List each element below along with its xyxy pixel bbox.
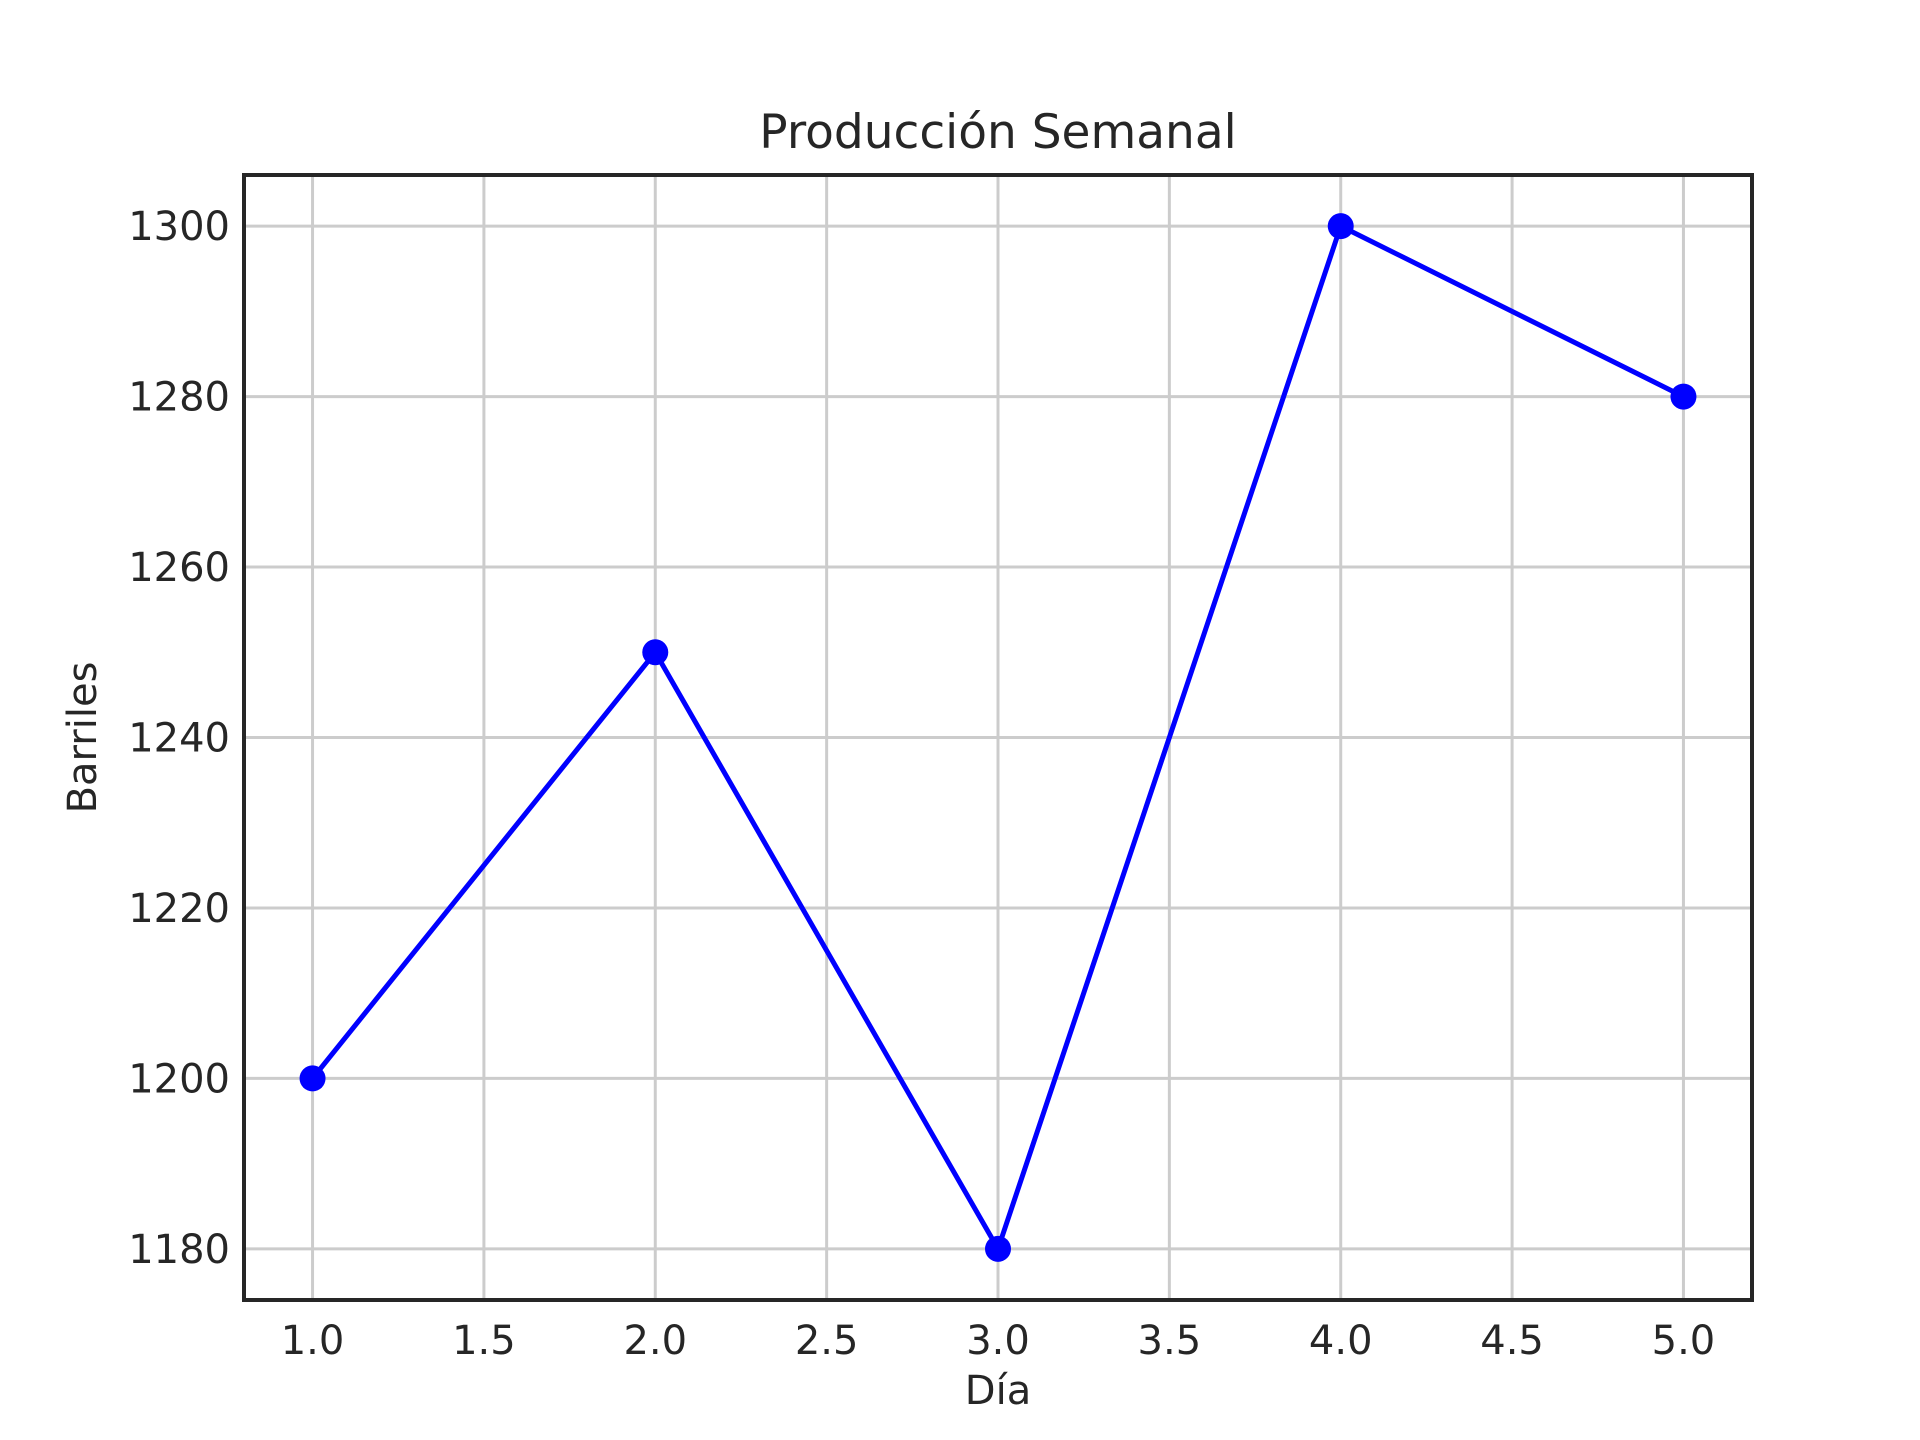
- y-tick-label: 1220: [128, 886, 230, 932]
- data-point: [1670, 383, 1697, 410]
- grid-layer: [244, 175, 1752, 1300]
- x-axis-label: Día: [965, 1368, 1031, 1414]
- x-tick-label: 1.0: [281, 1318, 345, 1364]
- series-layer: [299, 213, 1697, 1262]
- x-tick-label: 3.0: [966, 1318, 1030, 1364]
- data-point: [642, 639, 669, 666]
- x-tick-label: 3.5: [1138, 1318, 1202, 1364]
- chart-title: Producción Semanal: [759, 105, 1236, 160]
- y-tick-label: 1200: [128, 1056, 230, 1102]
- x-tick-label: 1.5: [452, 1318, 516, 1364]
- y-tick-label: 1240: [128, 716, 230, 762]
- x-tick-label: 2.5: [795, 1318, 859, 1364]
- data-point: [985, 1235, 1011, 1262]
- y-tick-label: 1180: [128, 1227, 230, 1273]
- plot-frame: [242, 173, 1754, 1302]
- data-point: [299, 1065, 326, 1092]
- y-tick-label: 1260: [128, 545, 230, 591]
- x-tick-label: 5.0: [1652, 1318, 1716, 1364]
- y-tick-label: 1280: [128, 375, 230, 421]
- y-axis-label: Barriles: [60, 662, 106, 814]
- y-tick-label: 1300: [128, 204, 230, 250]
- x-tick-label: 4.5: [1480, 1318, 1544, 1364]
- tick-layer: 1.0 1.5 2.0 2.5 3.0 3.5 4.0 4.5 5.0 1180 1200 1220 1…: [128, 204, 1715, 1364]
- data-point: [1327, 213, 1354, 240]
- x-tick-label: 4.0: [1309, 1318, 1373, 1364]
- x-tick-label: 2.0: [623, 1318, 687, 1364]
